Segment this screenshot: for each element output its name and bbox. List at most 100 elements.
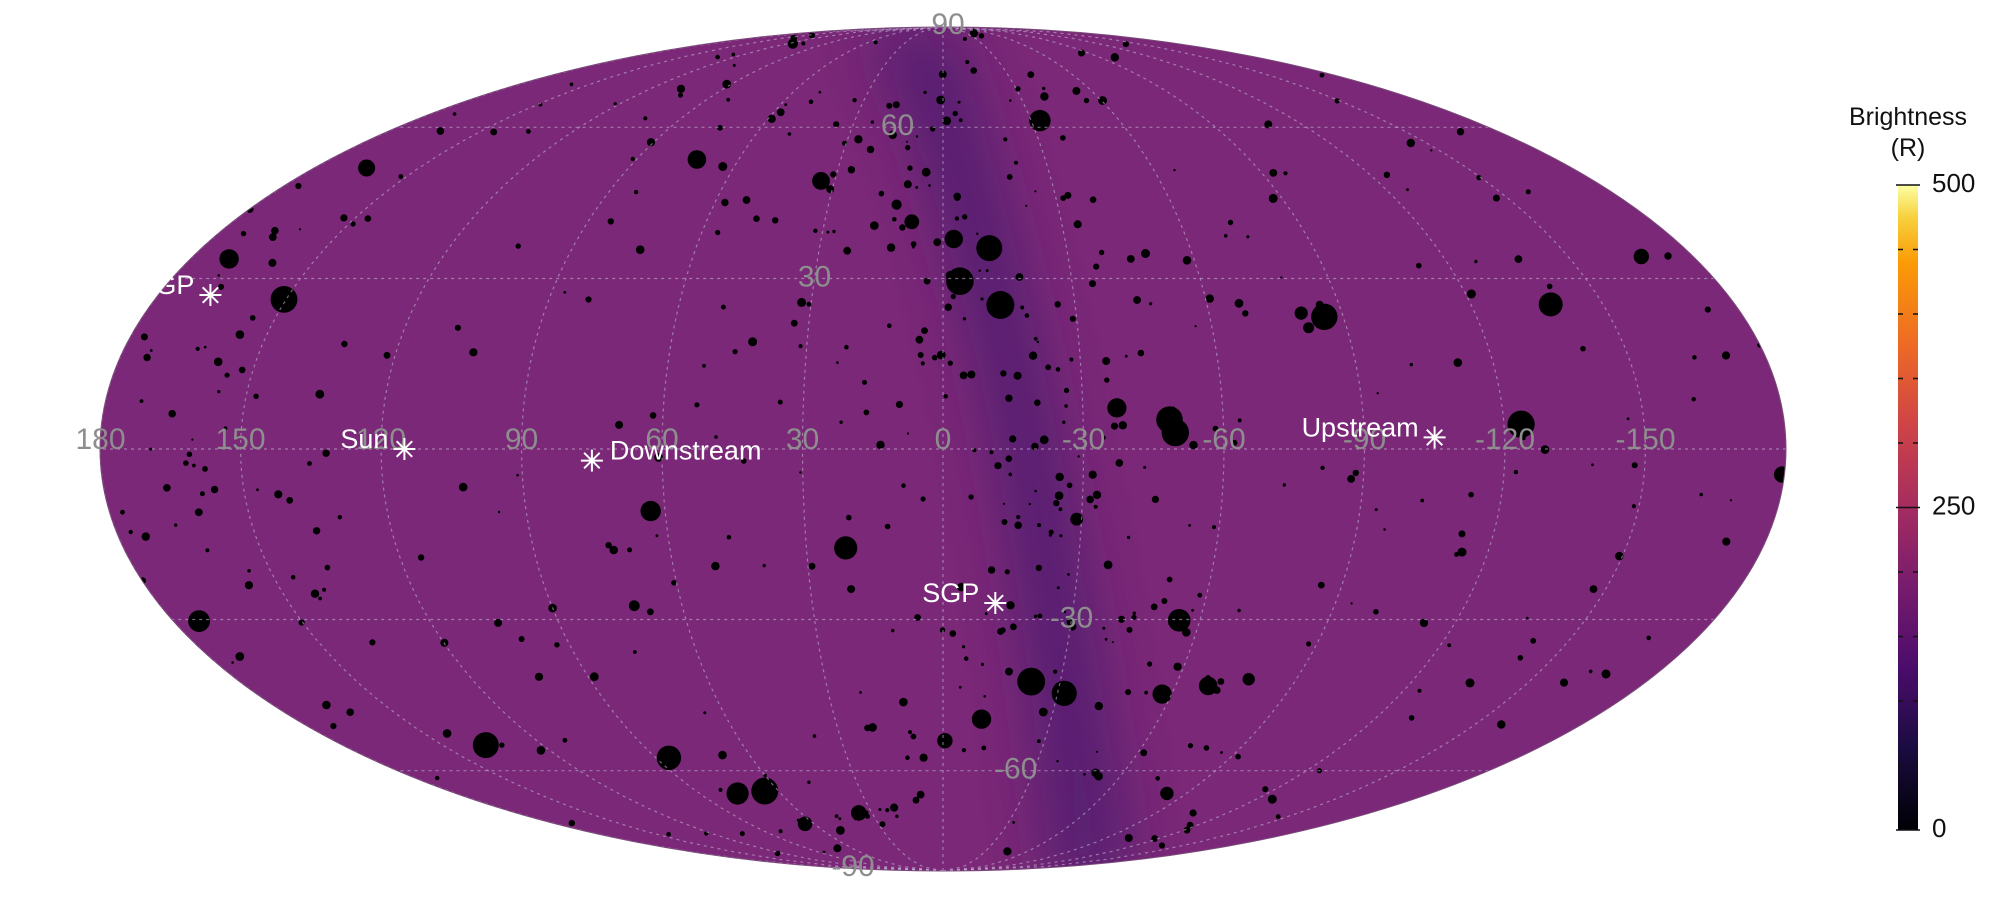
star-dot bbox=[1183, 826, 1191, 834]
star-dot bbox=[812, 734, 817, 738]
star-dot bbox=[834, 536, 858, 560]
star-dot bbox=[923, 277, 931, 285]
star-dot bbox=[1774, 466, 1786, 483]
star-dot bbox=[1212, 425, 1219, 432]
star-dot bbox=[742, 196, 751, 204]
star-dot bbox=[656, 745, 682, 770]
star-dot bbox=[978, 33, 985, 39]
star-dot bbox=[798, 344, 803, 349]
star-dot bbox=[1094, 701, 1104, 711]
marker-sun: Sun bbox=[340, 424, 416, 460]
asterisk-icon bbox=[984, 592, 1007, 614]
star-dot bbox=[1465, 678, 1475, 688]
colorbar-title-line2: (R) bbox=[1891, 134, 1926, 162]
star-dot bbox=[676, 84, 686, 93]
meridian--120 bbox=[942, 27, 1506, 871]
star-dot bbox=[1029, 109, 1051, 132]
marker-label: Upstream bbox=[1302, 413, 1419, 443]
star-dot bbox=[957, 582, 966, 592]
star-dot bbox=[910, 733, 917, 740]
star-dot bbox=[942, 116, 952, 126]
star-dot bbox=[912, 246, 915, 249]
star-dot bbox=[168, 409, 176, 418]
star-dot bbox=[702, 363, 706, 368]
lon-tick-label: 30 bbox=[786, 423, 819, 456]
star-dot bbox=[801, 41, 806, 46]
star-dot bbox=[901, 483, 906, 488]
star-dot bbox=[318, 596, 322, 601]
star-dot bbox=[469, 348, 478, 357]
star-dot bbox=[1094, 771, 1103, 781]
star-dot bbox=[953, 192, 961, 201]
star-dot bbox=[989, 450, 994, 455]
star-dot bbox=[1417, 688, 1422, 693]
star-dot bbox=[1350, 602, 1353, 605]
star-dot bbox=[141, 532, 150, 541]
star-dot bbox=[1189, 440, 1198, 450]
star-dot bbox=[962, 37, 967, 41]
star-dot bbox=[256, 488, 259, 492]
star-dot bbox=[1320, 465, 1325, 470]
star-dot bbox=[1317, 581, 1325, 589]
star-dot bbox=[971, 709, 992, 729]
star-dot bbox=[1083, 97, 1090, 104]
star-dot bbox=[1053, 669, 1058, 674]
star-dot bbox=[799, 471, 802, 474]
star-dot bbox=[192, 463, 196, 468]
star-dot bbox=[635, 245, 645, 254]
star-dot bbox=[1060, 135, 1066, 141]
star-dot bbox=[1045, 364, 1052, 371]
star-dot bbox=[1017, 667, 1046, 696]
star-dot bbox=[1631, 504, 1636, 509]
lon-tick-label: 180 bbox=[75, 423, 125, 456]
star-dot bbox=[981, 745, 987, 751]
star-dot bbox=[891, 628, 895, 633]
star-dot bbox=[458, 482, 468, 492]
star-dot bbox=[715, 229, 721, 236]
star-dot bbox=[1150, 603, 1158, 611]
star-dot bbox=[1013, 371, 1022, 380]
star-dot bbox=[1064, 191, 1072, 199]
star-dot bbox=[1526, 616, 1529, 620]
star-dot bbox=[1497, 720, 1506, 729]
star-dot bbox=[1141, 249, 1150, 258]
lon-tick-label: 60 bbox=[645, 423, 678, 456]
right-bright-edge bbox=[1440, 69, 1786, 829]
star-dot bbox=[1231, 439, 1238, 446]
star-dot bbox=[1173, 662, 1182, 671]
star-dot bbox=[947, 360, 953, 366]
star-dot bbox=[1056, 586, 1060, 590]
star-dot bbox=[290, 574, 296, 580]
star-dot bbox=[1383, 528, 1386, 531]
star-dot bbox=[808, 99, 814, 105]
star-dot bbox=[1056, 760, 1059, 763]
star-dot bbox=[954, 216, 960, 221]
star-dot bbox=[726, 97, 731, 102]
star-dot bbox=[1268, 193, 1278, 203]
star-dot bbox=[643, 116, 648, 121]
star-dot bbox=[1246, 235, 1250, 239]
star-dot bbox=[271, 226, 279, 235]
star-dot bbox=[1110, 422, 1119, 430]
star-dot bbox=[654, 453, 663, 462]
star-dot bbox=[1037, 613, 1043, 619]
star-dot bbox=[1601, 669, 1611, 679]
star-dot bbox=[1275, 814, 1281, 819]
star-dot bbox=[865, 813, 870, 819]
star-dot bbox=[931, 354, 938, 361]
star-dot bbox=[1033, 614, 1038, 619]
star-dot bbox=[1132, 611, 1137, 615]
star-dot bbox=[891, 199, 902, 210]
star-dot bbox=[238, 366, 246, 374]
star-dot bbox=[1015, 273, 1024, 281]
star-dot bbox=[268, 258, 277, 267]
star-dot bbox=[499, 742, 505, 748]
star-dot bbox=[490, 128, 498, 136]
star-dot bbox=[628, 600, 640, 612]
star-dot bbox=[1220, 751, 1223, 754]
star-dot bbox=[878, 808, 882, 811]
star-dot bbox=[1203, 745, 1210, 751]
star-dot bbox=[1406, 188, 1409, 192]
star-dot bbox=[1205, 675, 1211, 681]
meridian-30 bbox=[801, 27, 944, 871]
